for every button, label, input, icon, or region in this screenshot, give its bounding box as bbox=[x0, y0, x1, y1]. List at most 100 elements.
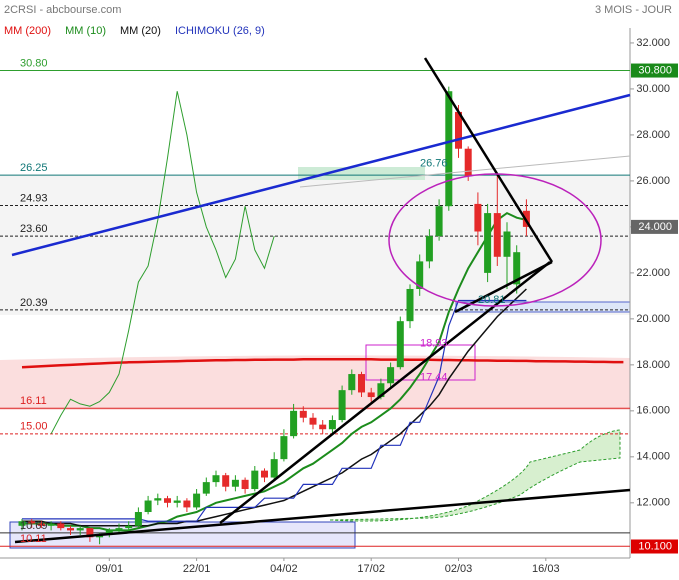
candle-body bbox=[406, 288, 414, 322]
candle-body bbox=[164, 498, 171, 503]
candle-body bbox=[270, 459, 278, 478]
candle-body bbox=[290, 410, 298, 437]
trend-line-blue bbox=[11, 93, 631, 257]
annotation: 18.93 bbox=[420, 337, 448, 349]
candle-body bbox=[28, 521, 36, 524]
labels: 12.000 14.000 16.000 18.000 20.000 22.000 24.0… bbox=[20, 37, 678, 575]
level-label: 10.11 bbox=[20, 533, 47, 545]
level-label: 16.11 bbox=[20, 395, 47, 407]
x-tick-label: 22/01 bbox=[183, 563, 211, 575]
candle-body bbox=[76, 528, 84, 531]
y-tick-label: 14.000 bbox=[636, 451, 670, 463]
price-tag bbox=[631, 219, 678, 234]
y-tick-label: 30.000 bbox=[636, 83, 670, 95]
legend: MM (200) MM (10) MM (20) ICHIMOKU (26, 9) bbox=[4, 25, 265, 37]
range-band bbox=[0, 175, 630, 315]
candle-body bbox=[251, 470, 259, 490]
candle-body bbox=[338, 390, 346, 421]
legend-entry: ICHIMOKU (26, 9) bbox=[175, 25, 265, 37]
candle-body bbox=[455, 111, 462, 149]
ichimoku-cloud bbox=[329, 429, 621, 522]
level-label: 26.25 bbox=[20, 162, 48, 174]
candle-body bbox=[193, 493, 201, 508]
x-tick-label: 16/03 bbox=[532, 563, 560, 575]
green-box bbox=[298, 167, 425, 180]
x-tick-label: 04/02 bbox=[270, 563, 298, 575]
series-line bbox=[22, 211, 527, 532]
background-shapes bbox=[0, 167, 631, 549]
series-line bbox=[21, 358, 624, 369]
x-tick-label: 17/02 bbox=[357, 563, 385, 575]
pink-zone bbox=[0, 355, 630, 410]
triangle-side bbox=[454, 260, 553, 314]
candle-body bbox=[435, 206, 443, 237]
legend-entry: MM (10) bbox=[65, 25, 106, 37]
candle-body bbox=[493, 213, 501, 257]
triangle-side bbox=[423, 57, 554, 263]
candle-body bbox=[416, 261, 424, 289]
annotation: 17.44 bbox=[420, 372, 448, 384]
chart-subtitle: 3 MOIS - JOUR bbox=[595, 4, 672, 16]
candle-body bbox=[173, 500, 181, 503]
annotation: 26.76 bbox=[420, 157, 448, 169]
candle-body bbox=[503, 231, 511, 257]
y-tick-label: 12.000 bbox=[636, 497, 670, 509]
candle-body bbox=[241, 479, 249, 490]
level-label: 23.60 bbox=[20, 223, 48, 235]
candle-body bbox=[144, 500, 152, 513]
price-tag-label: 10.100 bbox=[638, 540, 672, 552]
candle-body bbox=[154, 498, 162, 501]
level-label: 30.80 bbox=[20, 57, 48, 69]
candle-body bbox=[37, 523, 45, 526]
candle-body bbox=[222, 475, 230, 487]
annotation: 20.81 bbox=[478, 294, 506, 306]
y-tick-label: 32.000 bbox=[636, 37, 670, 49]
drawings bbox=[11, 57, 631, 544]
candle-body bbox=[231, 479, 239, 487]
candle-body bbox=[358, 374, 365, 393]
candle-body bbox=[57, 523, 65, 529]
candle-body bbox=[212, 475, 220, 483]
series-line bbox=[22, 288, 527, 527]
price-tag bbox=[631, 539, 678, 554]
candle-body bbox=[367, 392, 375, 398]
candle-body bbox=[309, 417, 317, 425]
candle-body bbox=[319, 424, 327, 430]
series-line bbox=[50, 91, 275, 435]
candle-body bbox=[96, 535, 104, 538]
candle-body bbox=[134, 512, 142, 526]
candle-body bbox=[464, 148, 472, 177]
price-tag-label: 24.000 bbox=[638, 221, 672, 233]
candle-body bbox=[261, 470, 268, 478]
magenta-box bbox=[365, 344, 476, 381]
legend-entry: MM (20) bbox=[120, 25, 161, 37]
y-tick-label: 22.000 bbox=[636, 267, 670, 279]
y-tick-label: 20.000 bbox=[636, 313, 670, 325]
trend-line-gray bbox=[299, 155, 631, 188]
level-label: 24.93 bbox=[20, 192, 48, 204]
candle-body bbox=[18, 521, 26, 526]
price-tag bbox=[631, 63, 678, 78]
candle-body bbox=[86, 528, 94, 538]
candle-body bbox=[183, 500, 191, 508]
series-line bbox=[22, 299, 527, 522]
candle-body bbox=[115, 528, 123, 531]
level-label: 20.39 bbox=[20, 297, 48, 309]
legend-entry: MM (200) bbox=[4, 25, 51, 37]
plot bbox=[0, 28, 634, 561]
y-tick-label: 16.000 bbox=[636, 405, 670, 417]
x-tick-label: 02/03 bbox=[445, 563, 473, 575]
chart-title: 2CRSI - abcbourse.com bbox=[4, 4, 121, 16]
y-tick-label: 26.000 bbox=[636, 175, 670, 187]
price-tag-label: 30.800 bbox=[638, 64, 672, 76]
candle-body bbox=[299, 410, 307, 418]
candle-body bbox=[328, 420, 336, 430]
candle-body bbox=[425, 236, 433, 262]
candle-body bbox=[125, 525, 133, 529]
level-label: 10.69 bbox=[20, 520, 48, 532]
candle-body bbox=[396, 321, 404, 368]
candle-body bbox=[474, 203, 482, 232]
candle-body bbox=[348, 374, 356, 391]
candle-body bbox=[47, 523, 55, 526]
